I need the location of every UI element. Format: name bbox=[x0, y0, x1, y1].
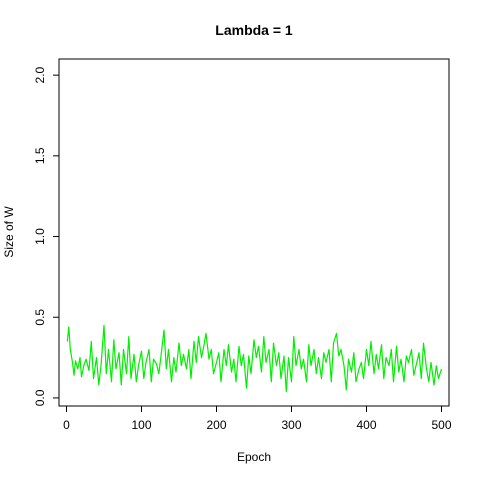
chart-title: Lambda = 1 bbox=[215, 22, 293, 38]
x-tick-label: 100 bbox=[131, 418, 151, 432]
y-tick-label: 1.0 bbox=[33, 228, 47, 245]
x-tick-label: 200 bbox=[206, 418, 226, 432]
x-tick-label: 300 bbox=[281, 418, 301, 432]
x-tick-label: 400 bbox=[356, 418, 376, 432]
series-line bbox=[66, 324, 443, 393]
y-tick-label: 0.5 bbox=[33, 309, 47, 326]
x-tick-label: 0 bbox=[63, 418, 70, 432]
x-tick-label: 500 bbox=[431, 418, 451, 432]
y-axis-label: Size of W bbox=[2, 206, 16, 258]
y-tick-label: 0.0 bbox=[33, 389, 47, 406]
series-layer bbox=[66, 324, 443, 393]
y-tick-label: 1.5 bbox=[33, 147, 47, 164]
x-axis: 0 100 200 300 400 500 bbox=[63, 405, 452, 432]
x-axis-label: Epoch bbox=[237, 450, 271, 464]
y-tick-label: 2.0 bbox=[33, 66, 47, 83]
y-axis: 0.0 0.5 1.0 1.5 2.0 bbox=[33, 66, 60, 406]
